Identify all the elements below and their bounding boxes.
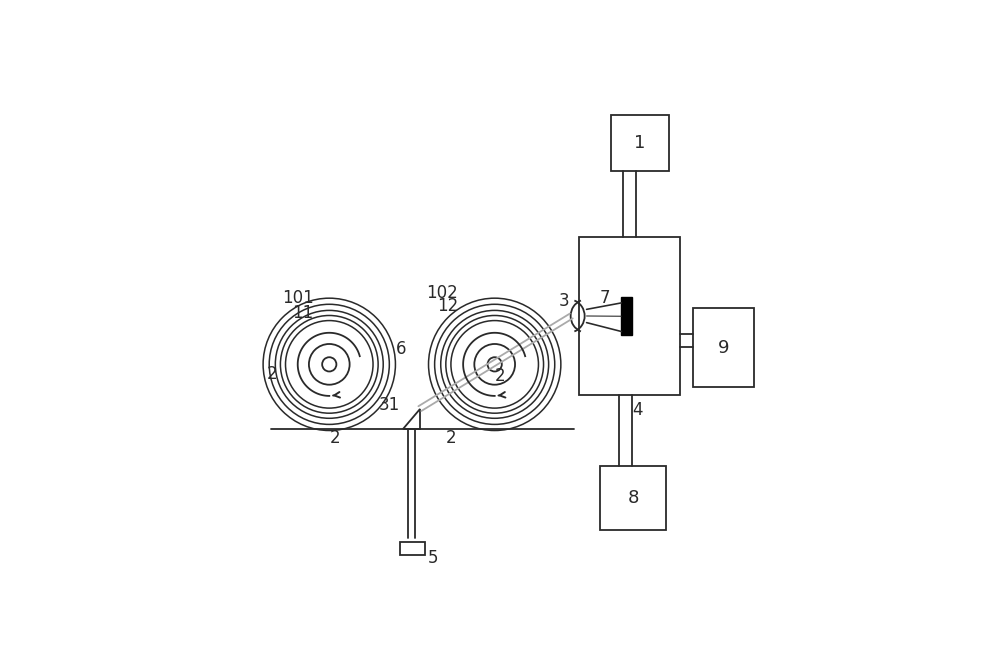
Text: 3: 3	[559, 292, 569, 310]
Text: 9: 9	[718, 338, 729, 356]
Text: 8: 8	[627, 489, 639, 507]
Text: 31: 31	[379, 396, 400, 414]
Text: 2: 2	[330, 429, 341, 447]
Text: 2: 2	[494, 367, 505, 385]
Text: 2: 2	[267, 364, 278, 383]
Text: 7: 7	[600, 289, 610, 307]
Text: 6: 6	[396, 340, 407, 358]
Text: 11: 11	[292, 305, 313, 323]
Text: 1: 1	[634, 134, 645, 152]
Text: 5: 5	[428, 549, 438, 566]
Polygon shape	[403, 408, 420, 430]
Bar	[600, 466, 666, 529]
Text: 101: 101	[282, 289, 314, 307]
Bar	[621, 297, 632, 335]
Circle shape	[488, 357, 502, 371]
Text: 2: 2	[446, 429, 457, 447]
Bar	[611, 115, 669, 171]
Text: 102: 102	[426, 284, 458, 302]
Bar	[400, 543, 425, 555]
Circle shape	[322, 357, 336, 371]
Bar	[579, 237, 680, 395]
Text: 4: 4	[632, 401, 642, 419]
Text: 12: 12	[437, 297, 458, 315]
Bar	[693, 308, 754, 387]
